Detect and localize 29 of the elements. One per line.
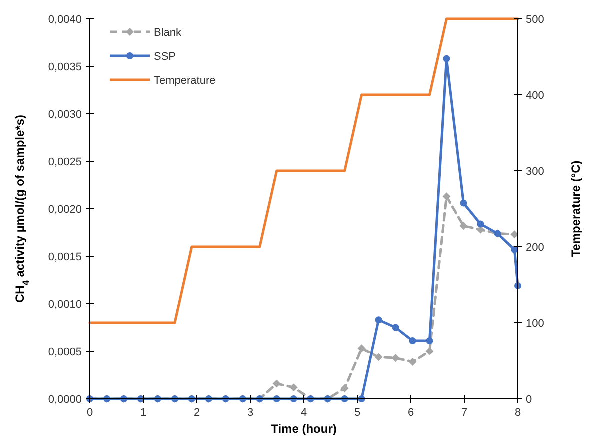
y-tick-label: 0,0015 [48, 252, 82, 264]
x-tick-label: 3 [247, 407, 254, 419]
legend-label: Temperature [154, 75, 216, 87]
y2-tick-label: 500 [526, 14, 544, 26]
x-tick-label: 0 [86, 407, 94, 419]
y-tick-label: 0,0025 [48, 156, 82, 168]
x-axis-title: Time (hour) [271, 422, 337, 436]
x-tick-label: 1 [140, 407, 147, 419]
x-tick-label: 8 [514, 407, 522, 419]
y-tick-label: 0,0010 [48, 299, 82, 311]
y-tick-label: 0,0040 [48, 14, 82, 26]
x-tick-label: 2 [194, 407, 200, 419]
y2-tick-label: 400 [526, 90, 544, 102]
y-tick-label: 0,0020 [48, 204, 82, 216]
y2-tick-label: 200 [526, 242, 544, 254]
y-tick-label: 0,0030 [48, 109, 82, 121]
x-tick-label: 5 [354, 407, 361, 419]
y2-tick-label: 100 [526, 318, 544, 330]
y-tick-label: 0,0000 [48, 394, 82, 406]
legend-label: Blank [154, 27, 182, 39]
y2-tick-label: 0 [526, 394, 532, 406]
y2-tick-label: 300 [526, 166, 544, 178]
x-tick-label: 6 [408, 407, 414, 419]
y-tick-label: 0,0035 [48, 62, 82, 74]
legend-label: SSP [154, 51, 176, 63]
y-tick-label: 0,0005 [48, 346, 82, 358]
x-tick-label: 4 [300, 407, 308, 419]
x-tick-label: 7 [461, 407, 468, 419]
y2-axis-title: Temperature (°C) [569, 160, 583, 258]
